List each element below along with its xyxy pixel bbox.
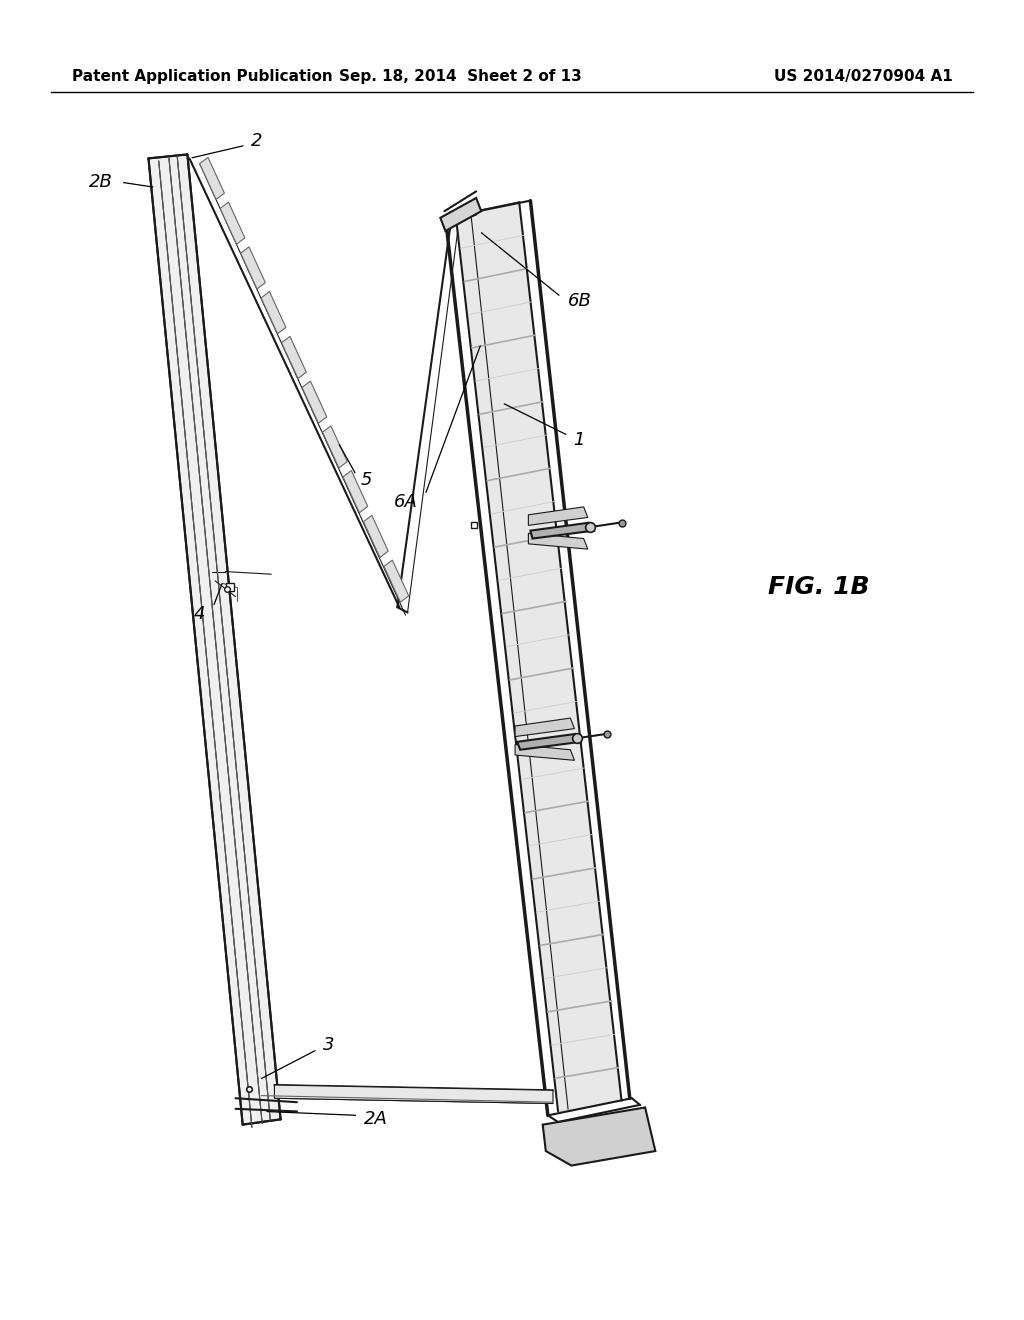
Polygon shape (530, 523, 594, 539)
Text: 5: 5 (360, 471, 372, 490)
Text: Patent Application Publication: Patent Application Publication (72, 69, 333, 84)
Polygon shape (440, 198, 481, 231)
Text: Sep. 18, 2014  Sheet 2 of 13: Sep. 18, 2014 Sheet 2 of 13 (339, 69, 583, 84)
Text: 2A: 2A (364, 1110, 387, 1129)
Polygon shape (282, 337, 306, 379)
Polygon shape (515, 744, 574, 760)
Text: 2B: 2B (89, 173, 113, 191)
Polygon shape (543, 1107, 655, 1166)
Polygon shape (364, 515, 388, 557)
Text: 1: 1 (573, 430, 585, 449)
Text: 2: 2 (251, 132, 262, 150)
Polygon shape (528, 533, 588, 549)
Polygon shape (457, 202, 622, 1111)
Polygon shape (241, 247, 265, 289)
Polygon shape (220, 202, 245, 244)
Text: 4: 4 (194, 605, 205, 623)
Polygon shape (343, 470, 368, 512)
Text: 6B: 6B (568, 292, 592, 310)
Text: US 2014/0270904 A1: US 2014/0270904 A1 (773, 69, 952, 84)
Polygon shape (517, 734, 581, 750)
Polygon shape (274, 1085, 553, 1104)
Text: FIG. 1B: FIG. 1B (768, 576, 870, 599)
Text: 6A: 6A (394, 492, 418, 511)
Polygon shape (528, 507, 588, 525)
Polygon shape (384, 560, 409, 602)
Text: 3: 3 (323, 1036, 334, 1055)
Polygon shape (302, 381, 327, 424)
Polygon shape (323, 426, 347, 469)
Polygon shape (261, 292, 286, 334)
Polygon shape (515, 718, 574, 737)
Polygon shape (200, 157, 224, 199)
Polygon shape (148, 154, 281, 1125)
